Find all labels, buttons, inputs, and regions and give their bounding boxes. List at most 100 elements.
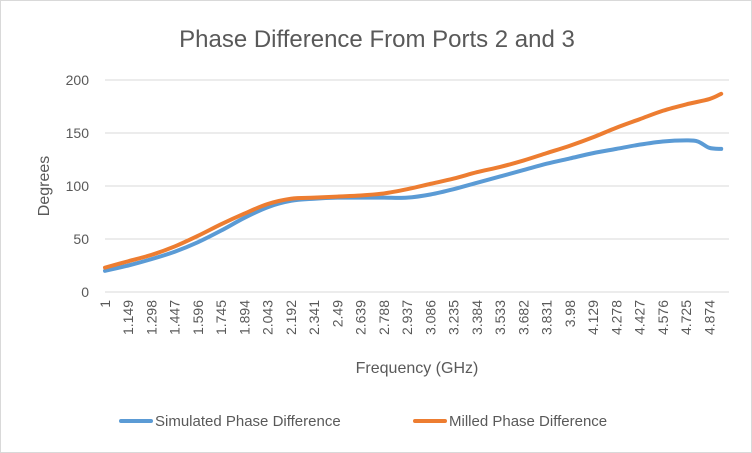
data-point <box>452 187 456 191</box>
data-point <box>614 126 618 130</box>
data-point <box>661 109 665 113</box>
x-tick-label: 4.576 <box>655 300 671 335</box>
data-point <box>149 257 153 261</box>
data-point <box>149 253 153 257</box>
data-point <box>219 229 223 233</box>
x-tick-label: 4.874 <box>701 300 717 335</box>
series-1 <box>103 138 724 273</box>
y-tick-label: 0 <box>81 284 89 300</box>
data-point <box>382 191 386 195</box>
data-point <box>452 177 456 181</box>
chart-title: Phase Difference From Ports 2 and 3 <box>179 26 575 53</box>
x-tick-label: 3.682 <box>515 300 531 335</box>
data-point <box>719 92 723 96</box>
data-point <box>591 151 595 155</box>
data-point <box>103 269 107 273</box>
data-point <box>219 222 223 226</box>
x-tick-label: 1.149 <box>120 300 136 335</box>
x-tick-label: 1.447 <box>167 300 183 335</box>
data-point <box>498 174 502 178</box>
legend-label: Milled Phase Difference <box>449 413 607 430</box>
x-tick-label: 3.384 <box>469 300 485 335</box>
data-point <box>126 264 130 267</box>
series-line <box>103 138 724 273</box>
data-point <box>405 187 409 191</box>
data-point <box>266 202 270 206</box>
data-point <box>289 197 293 201</box>
data-point <box>382 196 386 200</box>
data-point <box>242 212 246 216</box>
data-point <box>568 144 572 148</box>
x-tick-label: 4.278 <box>608 300 624 335</box>
x-tick-label: 2.639 <box>353 300 369 335</box>
x-tick-label: 3.235 <box>446 300 462 335</box>
data-point <box>103 266 107 270</box>
x-tick-label: 3.831 <box>539 300 555 335</box>
x-tick-label: 1.894 <box>236 300 252 335</box>
data-point <box>312 196 316 200</box>
data-point <box>126 259 130 263</box>
data-point <box>521 168 525 172</box>
data-point <box>568 156 572 160</box>
data-point <box>173 244 177 248</box>
y-tick-label: 50 <box>73 231 89 247</box>
data-point <box>696 139 700 143</box>
series-2 <box>103 91 724 270</box>
data-point <box>638 143 642 147</box>
x-tick-label: 3.533 <box>492 300 508 335</box>
x-tick-label: 2.341 <box>306 300 322 335</box>
legend: Simulated Phase Difference Milled Phase D… <box>119 413 607 430</box>
data-point <box>661 139 665 143</box>
x-tick-label: 3.086 <box>422 300 438 335</box>
data-point <box>545 151 549 155</box>
legend-label: Simulated Phase Difference <box>155 413 341 430</box>
data-point <box>196 240 200 244</box>
data-point <box>498 165 502 169</box>
data-point <box>719 147 723 151</box>
x-tick-label: 1.745 <box>213 300 229 335</box>
data-point <box>266 205 270 209</box>
y-axis-title: Degrees <box>36 156 53 216</box>
x-tick-label: 4.129 <box>585 300 601 335</box>
y-tick-label: 100 <box>66 178 90 194</box>
x-axis-title: Frequency (GHz) <box>356 360 479 377</box>
data-point <box>638 117 642 121</box>
x-tick-label: 1.298 <box>143 300 159 335</box>
data-point <box>707 146 711 150</box>
data-point <box>614 147 618 151</box>
data-point <box>335 195 339 199</box>
data-point <box>359 194 363 198</box>
x-tick-label: 2.043 <box>260 300 276 335</box>
series-line <box>103 91 724 270</box>
y-tick-label: 200 <box>66 72 90 88</box>
data-point <box>196 234 200 238</box>
data-point <box>428 192 432 196</box>
data-point <box>475 170 479 174</box>
data-point <box>173 250 177 254</box>
data-point <box>405 196 409 200</box>
data-point <box>545 162 549 166</box>
data-point <box>242 216 246 220</box>
x-tick-label: 1 <box>97 300 113 308</box>
data-point <box>684 102 688 106</box>
x-axis-ticks: 1 1.149 1.298 1.447 1.596 1.745 1.894 2.043 2.19… <box>97 300 717 335</box>
data-point <box>475 181 479 185</box>
x-tick-label: 2.49 <box>329 300 345 327</box>
x-tick-label: 2.192 <box>283 300 299 335</box>
x-tick-label: 1.596 <box>190 300 206 335</box>
x-tick-label: 2.937 <box>399 300 415 335</box>
x-tick-label: 3.98 <box>562 300 578 327</box>
data-point <box>428 182 432 186</box>
x-tick-label: 4.725 <box>678 300 694 335</box>
y-tick-label: 150 <box>66 125 90 141</box>
data-point <box>591 135 595 139</box>
y-axis-ticks: 0 50 100 150 200 <box>66 72 90 300</box>
plot-area <box>103 91 724 273</box>
data-point <box>707 97 711 101</box>
x-tick-label: 2.788 <box>376 300 392 335</box>
data-point <box>684 138 688 142</box>
data-point <box>521 159 525 163</box>
x-tick-label: 4.427 <box>632 300 648 335</box>
